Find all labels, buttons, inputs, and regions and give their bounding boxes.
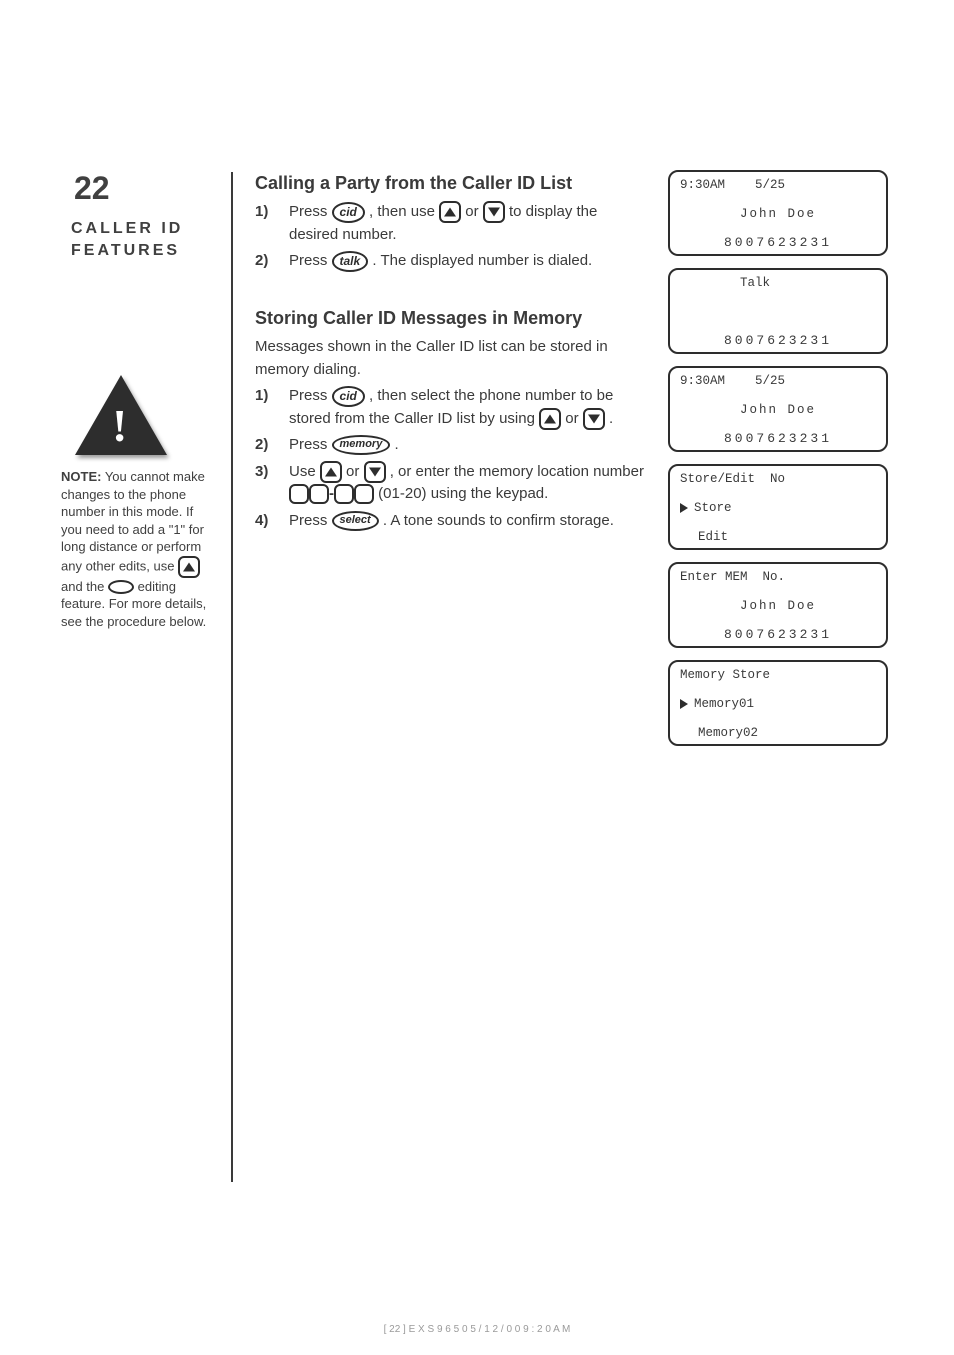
- digit-key-icon: [309, 484, 329, 504]
- up-arrow-icon: [178, 556, 200, 578]
- select-button-icon: select: [332, 511, 379, 531]
- s2-4b: . A tone sounds to confirm storage.: [383, 512, 614, 529]
- warning-icon: !: [75, 375, 167, 455]
- lcd-line: 9:30AM 5/25: [680, 178, 876, 192]
- heading-calling: Calling a Party from the Caller ID List: [255, 172, 645, 195]
- lcd-panels: 9:30AM 5/25 John Doe 8007623231 Talk 800…: [668, 170, 888, 746]
- lcd-line: Memory Store: [680, 668, 876, 682]
- down-arrow-icon: [364, 461, 386, 483]
- lcd-line: Memory02: [680, 726, 876, 740]
- s2-4a: Press: [289, 512, 332, 529]
- s2-2a: Press: [289, 436, 332, 453]
- up-arrow-icon: [439, 201, 461, 223]
- digit-key-icon: [334, 484, 354, 504]
- lcd-line: John Doe: [680, 599, 876, 613]
- cid-button-icon: cid: [332, 386, 365, 407]
- s2-1a: Press: [289, 387, 332, 404]
- lcd-line: 8007623231: [680, 431, 876, 446]
- s2-3a: Use: [289, 463, 320, 480]
- lcd-line: Memory01: [680, 697, 876, 711]
- lcd-line: 8007623231: [680, 333, 876, 348]
- s1-2a: Press: [289, 252, 332, 269]
- cid-button-icon: cid: [332, 202, 365, 223]
- up-arrow-icon: [320, 461, 342, 483]
- lcd-line: Store: [680, 501, 876, 515]
- step-1-2: 2) Press talk . The displayed number is …: [255, 250, 645, 273]
- lcd-line: John Doe: [680, 207, 876, 221]
- digit-key-icon: [289, 484, 309, 504]
- range-b: 20: [405, 485, 422, 502]
- s2-1d: .: [609, 410, 613, 427]
- memory-button-icon: memory: [332, 435, 391, 455]
- lcd-line: 8007623231: [680, 627, 876, 642]
- s1-1a: Press: [289, 203, 332, 220]
- range-a: 01: [383, 485, 400, 502]
- s2-3c: , or enter the memory location number: [390, 463, 644, 480]
- step-2-4: 4) Press select . A tone sounds to confi…: [255, 510, 645, 533]
- lcd-panel-5: Enter MEM No. John Doe 8007623231: [668, 562, 888, 648]
- s1-1b: , then use: [369, 203, 439, 220]
- lcd-panel-3: 9:30AM 5/25 John Doe 8007623231: [668, 366, 888, 452]
- warning-mark: !: [112, 399, 127, 452]
- oval-button-icon: [108, 580, 134, 594]
- s2-2b: .: [394, 436, 398, 453]
- step-2-2: 2) Press memory .: [255, 434, 645, 457]
- step-2-1: 1) Press cid , then select the phone num…: [255, 385, 645, 430]
- storing-intro: Messages shown in the Caller ID list can…: [255, 336, 645, 381]
- lcd-line: 8007623231: [680, 235, 876, 250]
- step-1-1: 1) Press cid , then use or to display th…: [255, 201, 645, 246]
- page-footer: [ 22 ] E X S 9 6 5 0 5 / 1 2 / 0 0 9 : 2…: [0, 1324, 954, 1335]
- page-number: 22: [74, 170, 110, 207]
- sidebar-section-label: CALLER ID FEATURES: [71, 218, 183, 263]
- s1-1c: or: [465, 203, 483, 220]
- lcd-panel-1: 9:30AM 5/25 John Doe 8007623231: [668, 170, 888, 256]
- s1-2b: . The displayed number is dialed.: [372, 252, 592, 269]
- sidebar-line1: CALLER ID: [71, 220, 183, 237]
- lcd-panel-4: Store/Edit No Store Edit: [668, 464, 888, 550]
- note-block: NOTE: You cannot make changes to the pho…: [61, 468, 211, 630]
- talk-button-icon: talk: [332, 251, 369, 272]
- lcd-line: Store/Edit No: [680, 472, 876, 486]
- lcd-panel-2: Talk 8007623231: [668, 268, 888, 354]
- s2-3d: using the keypad.: [431, 485, 549, 502]
- heading-storing: Storing Caller ID Messages in Memory: [255, 307, 645, 330]
- lcd-line: John Doe: [680, 403, 876, 417]
- lcd-line: 9:30AM 5/25: [680, 374, 876, 388]
- lcd-line: Talk: [680, 276, 876, 290]
- lcd-line: Edit: [680, 530, 876, 544]
- sidebar-line2: FEATURES: [71, 242, 180, 259]
- step-2-3: 3) Use or , or enter the memory location…: [255, 461, 645, 506]
- vertical-divider: [231, 172, 233, 1182]
- s2-1c: or: [565, 410, 583, 427]
- note-lead: NOTE:: [61, 469, 101, 484]
- down-arrow-icon: [583, 408, 605, 430]
- main-content: Calling a Party from the Caller ID List …: [255, 172, 645, 536]
- lcd-panel-6: Memory Store Memory01 Memory02: [668, 660, 888, 746]
- note-text-2: and the: [61, 579, 108, 594]
- lcd-line: Enter MEM No.: [680, 570, 876, 584]
- down-arrow-icon: [483, 201, 505, 223]
- digit-key-icon: [354, 484, 374, 504]
- s2-3b: or: [346, 463, 364, 480]
- up-arrow-icon: [539, 408, 561, 430]
